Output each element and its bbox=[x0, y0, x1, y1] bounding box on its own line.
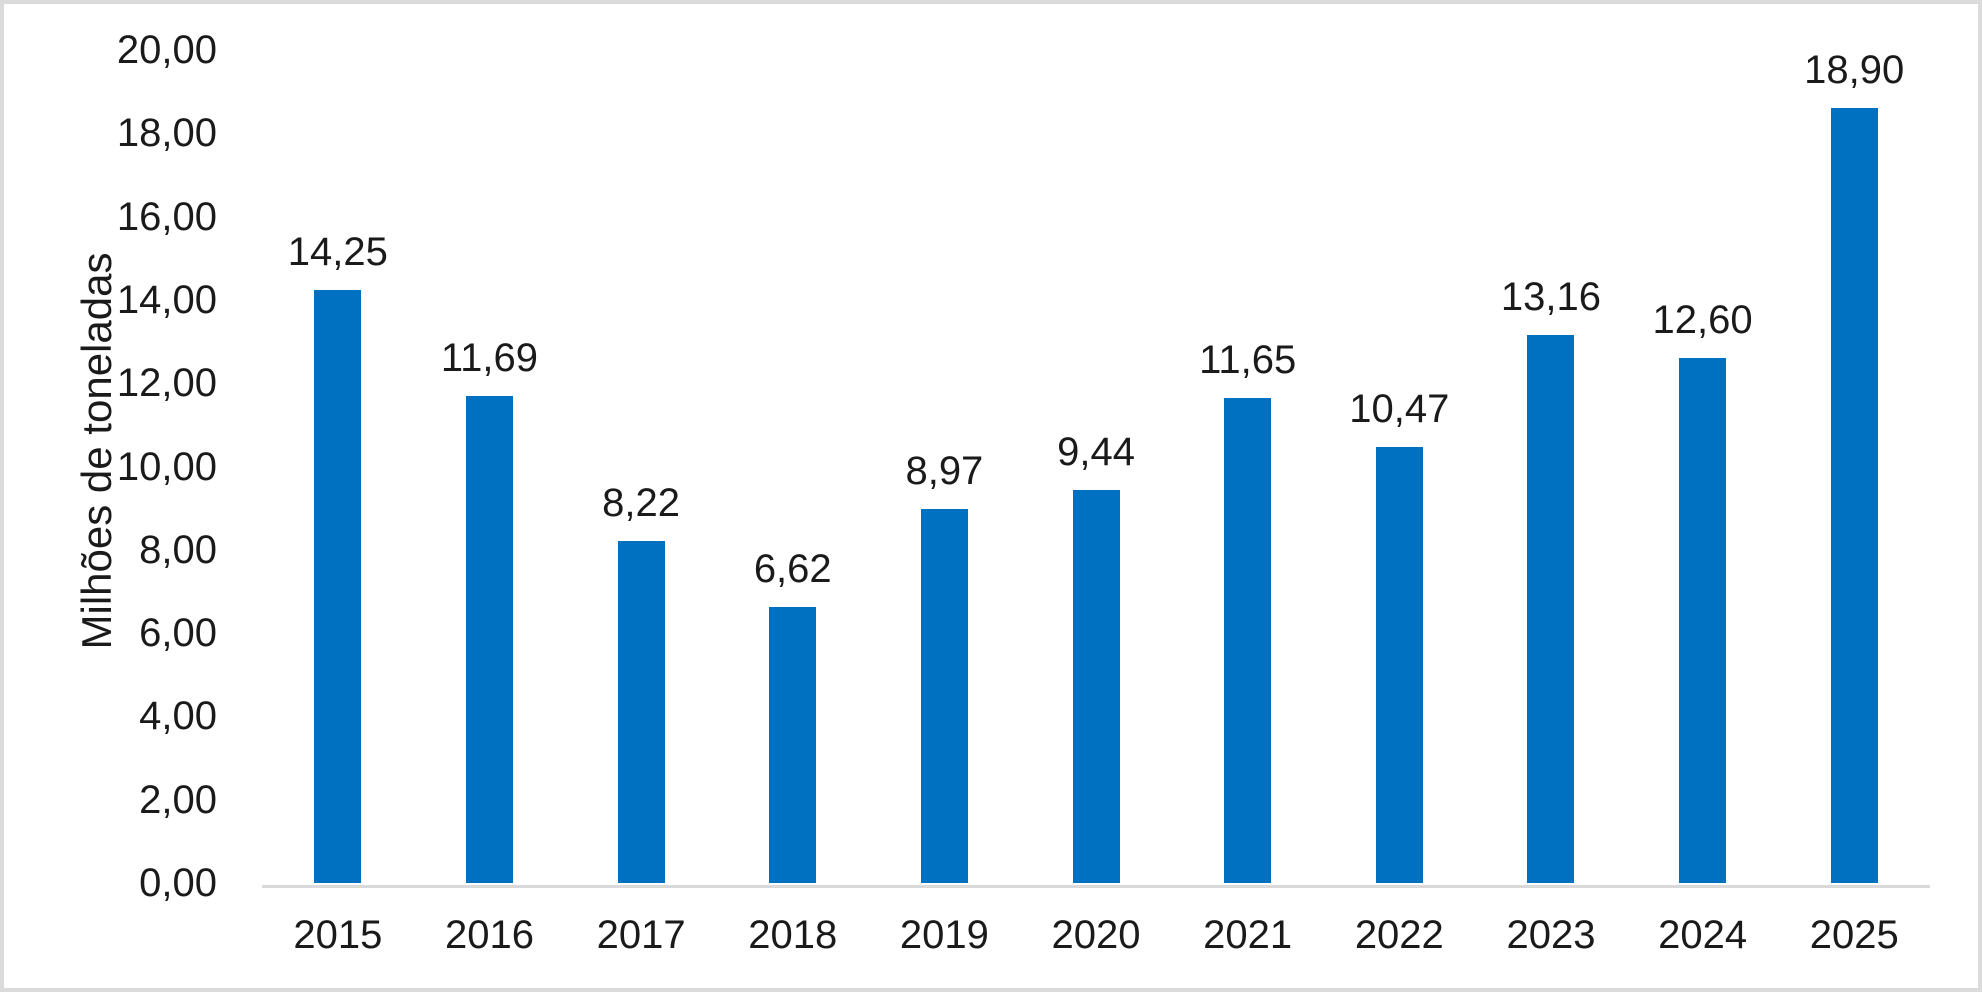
bar-2021 bbox=[1224, 397, 1272, 883]
y-tick-label: 12,00 bbox=[116, 361, 217, 406]
bar-value-label: 9,44 bbox=[1057, 429, 1135, 474]
bar-group-2020: 9,44 bbox=[1020, 50, 1172, 883]
x-tick-label: 2021 bbox=[1203, 913, 1293, 957]
bar-group-2019: 8,97 bbox=[869, 50, 1021, 883]
bar-2023 bbox=[1527, 334, 1575, 883]
bar-2022 bbox=[1375, 446, 1423, 883]
x-tick-label: 2020 bbox=[1051, 913, 1141, 957]
x-tick-label: 2016 bbox=[444, 913, 534, 957]
bar-group-2018: 6,62 bbox=[717, 50, 869, 883]
bar-group-2021: 11,65 bbox=[1172, 50, 1324, 883]
y-tick-label: 10,00 bbox=[116, 444, 217, 489]
bar-value-label: 12,60 bbox=[1652, 298, 1753, 343]
y-tick-label: 0,00 bbox=[139, 861, 217, 905]
y-tick-label: 2,00 bbox=[139, 777, 217, 822]
bar-group-2015: 14,25 bbox=[262, 50, 414, 883]
plot-area: 14,25 11,69 8,22 6,62 8,97 9,44 11,65 10,47 13,1… bbox=[262, 50, 1930, 883]
bar-2015 bbox=[314, 289, 362, 883]
bar-group-2017: 8,22 bbox=[565, 50, 717, 883]
bar-value-label: 10,47 bbox=[1349, 386, 1450, 431]
bar-value-label: 11,69 bbox=[440, 336, 539, 381]
y-tick-label: 4,00 bbox=[139, 694, 217, 739]
x-tick-label: 2025 bbox=[1809, 913, 1899, 957]
x-tick-label: 2018 bbox=[748, 913, 838, 957]
bar-2018 bbox=[769, 607, 817, 883]
x-tick-label: 2017 bbox=[596, 913, 686, 957]
x-tick-label: 2023 bbox=[1506, 913, 1596, 957]
bar-2024 bbox=[1679, 358, 1727, 883]
bar-2025 bbox=[1830, 108, 1878, 883]
x-tick-label: 2015 bbox=[293, 913, 383, 957]
x-tick-label: 2024 bbox=[1658, 913, 1748, 957]
x-tick-label: 2019 bbox=[899, 913, 989, 957]
bar-value-label: 11,65 bbox=[1199, 337, 1297, 382]
bar-group-2016: 11,69 bbox=[414, 50, 566, 883]
bar-2017 bbox=[617, 540, 665, 883]
x-tick-label: 2022 bbox=[1354, 913, 1444, 957]
bar-value-label: 6,62 bbox=[753, 547, 832, 592]
y-tick-label: 14,00 bbox=[116, 277, 217, 322]
y-tick-label: 20,00 bbox=[116, 28, 217, 72]
x-axis-line bbox=[262, 885, 1930, 888]
bar-2016 bbox=[465, 396, 513, 883]
bar-value-label: 14,25 bbox=[287, 229, 388, 274]
bar-group-2025: 18,90 bbox=[1778, 50, 1930, 883]
y-tick-label: 6,00 bbox=[139, 611, 217, 656]
y-tick-label: 18,00 bbox=[116, 111, 217, 156]
bar-group-2024: 12,60 bbox=[1627, 50, 1779, 883]
bar-value-label: 8,22 bbox=[602, 480, 681, 525]
bar-2020 bbox=[1072, 489, 1120, 883]
bar-value-label: 8,97 bbox=[905, 449, 984, 494]
bar-value-label: 13,16 bbox=[1500, 274, 1601, 319]
y-tick-label: 8,00 bbox=[139, 527, 217, 572]
x-axis-labels: 2015 2016 2017 2018 2019 2020 2021 2022 2023 2024… bbox=[262, 915, 1930, 955]
bar-group-2022: 10,47 bbox=[1323, 50, 1475, 883]
y-tick-label: 16,00 bbox=[116, 194, 217, 239]
bar-value-label: 18,90 bbox=[1804, 48, 1905, 92]
bar-2019 bbox=[920, 509, 968, 883]
bar-group-2023: 13,16 bbox=[1475, 50, 1627, 883]
